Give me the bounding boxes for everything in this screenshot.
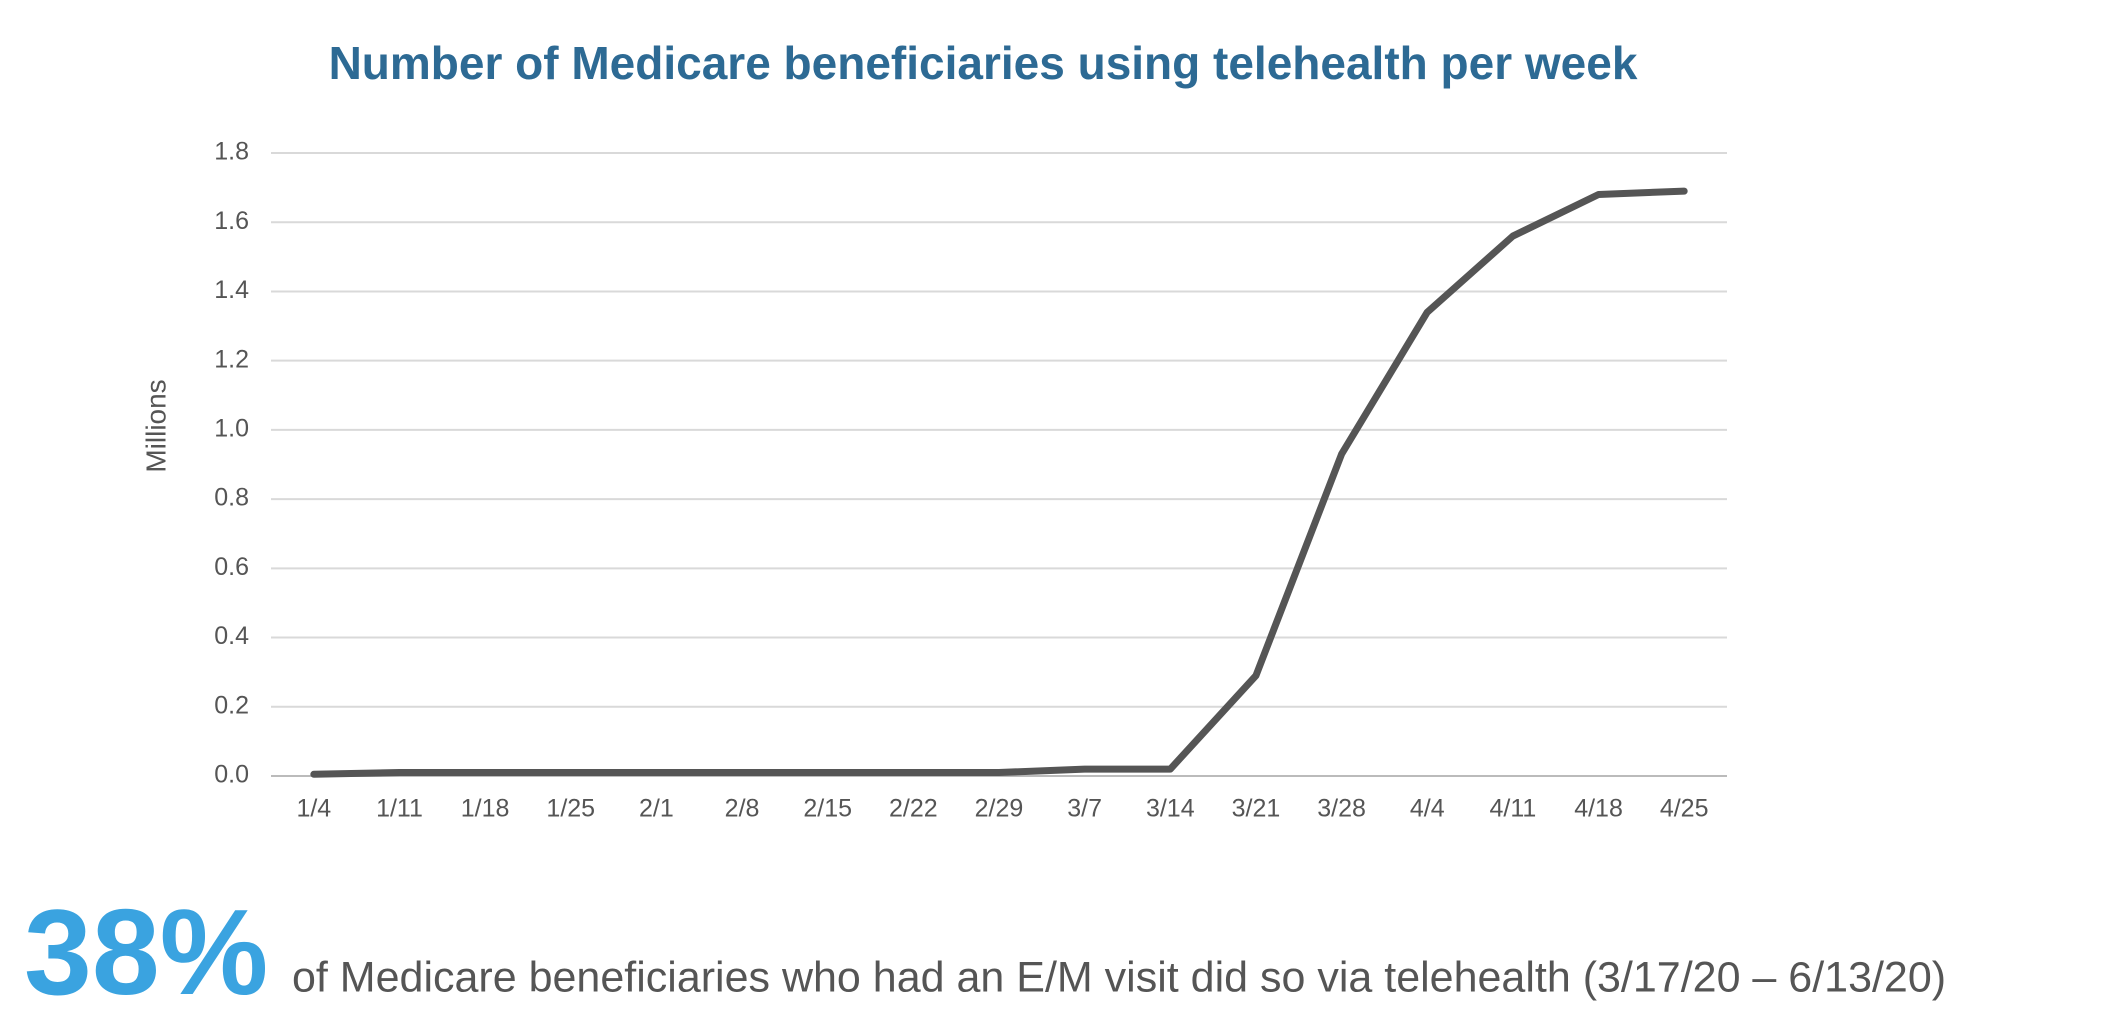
x-tick-label: 1/18 xyxy=(461,795,510,823)
y-tick-label: 1.0 xyxy=(214,414,249,442)
callout-figure: 38% xyxy=(24,884,268,1020)
x-tick-label: 3/21 xyxy=(1232,795,1281,823)
x-tick-label: 4/25 xyxy=(1660,795,1709,823)
x-tick-label: 4/4 xyxy=(1410,795,1445,823)
x-tick-label: 2/1 xyxy=(639,795,674,823)
x-tick-label: 4/18 xyxy=(1574,795,1623,823)
chart-title: Number of Medicare beneficiaries using t… xyxy=(329,37,1638,89)
x-tick-label: 4/11 xyxy=(1489,795,1536,823)
y-tick-label: 1.2 xyxy=(214,345,249,373)
y-tick-label: 0.6 xyxy=(214,553,249,581)
y-tick-label: 1.8 xyxy=(214,138,249,166)
y-tick-label: 0.8 xyxy=(214,484,249,512)
x-tick-label: 2/22 xyxy=(889,795,938,823)
x-tick-label: 1/4 xyxy=(296,795,331,823)
x-tick-label: 2/8 xyxy=(725,795,760,823)
x-tick-label: 2/15 xyxy=(803,795,852,823)
x-tick-label: 2/29 xyxy=(975,795,1024,823)
callout-text: of Medicare beneficiaries who had an E/M… xyxy=(292,953,1946,1001)
y-tick-label: 1.6 xyxy=(214,207,249,235)
y-axis-label: Millions xyxy=(140,379,171,472)
x-tick-label: 3/14 xyxy=(1146,795,1195,823)
x-tick-label: 3/28 xyxy=(1317,795,1366,823)
x-tick-label: 3/7 xyxy=(1067,795,1102,823)
x-tick-label: 1/11 xyxy=(376,795,423,823)
x-tick-label: 1/25 xyxy=(546,795,595,823)
y-tick-label: 0.0 xyxy=(214,761,249,789)
line xyxy=(310,187,1688,778)
y-tick-label: 0.2 xyxy=(214,691,249,719)
y-tick-label: 0.4 xyxy=(214,622,249,650)
y-tick-label: 1.4 xyxy=(214,276,249,304)
